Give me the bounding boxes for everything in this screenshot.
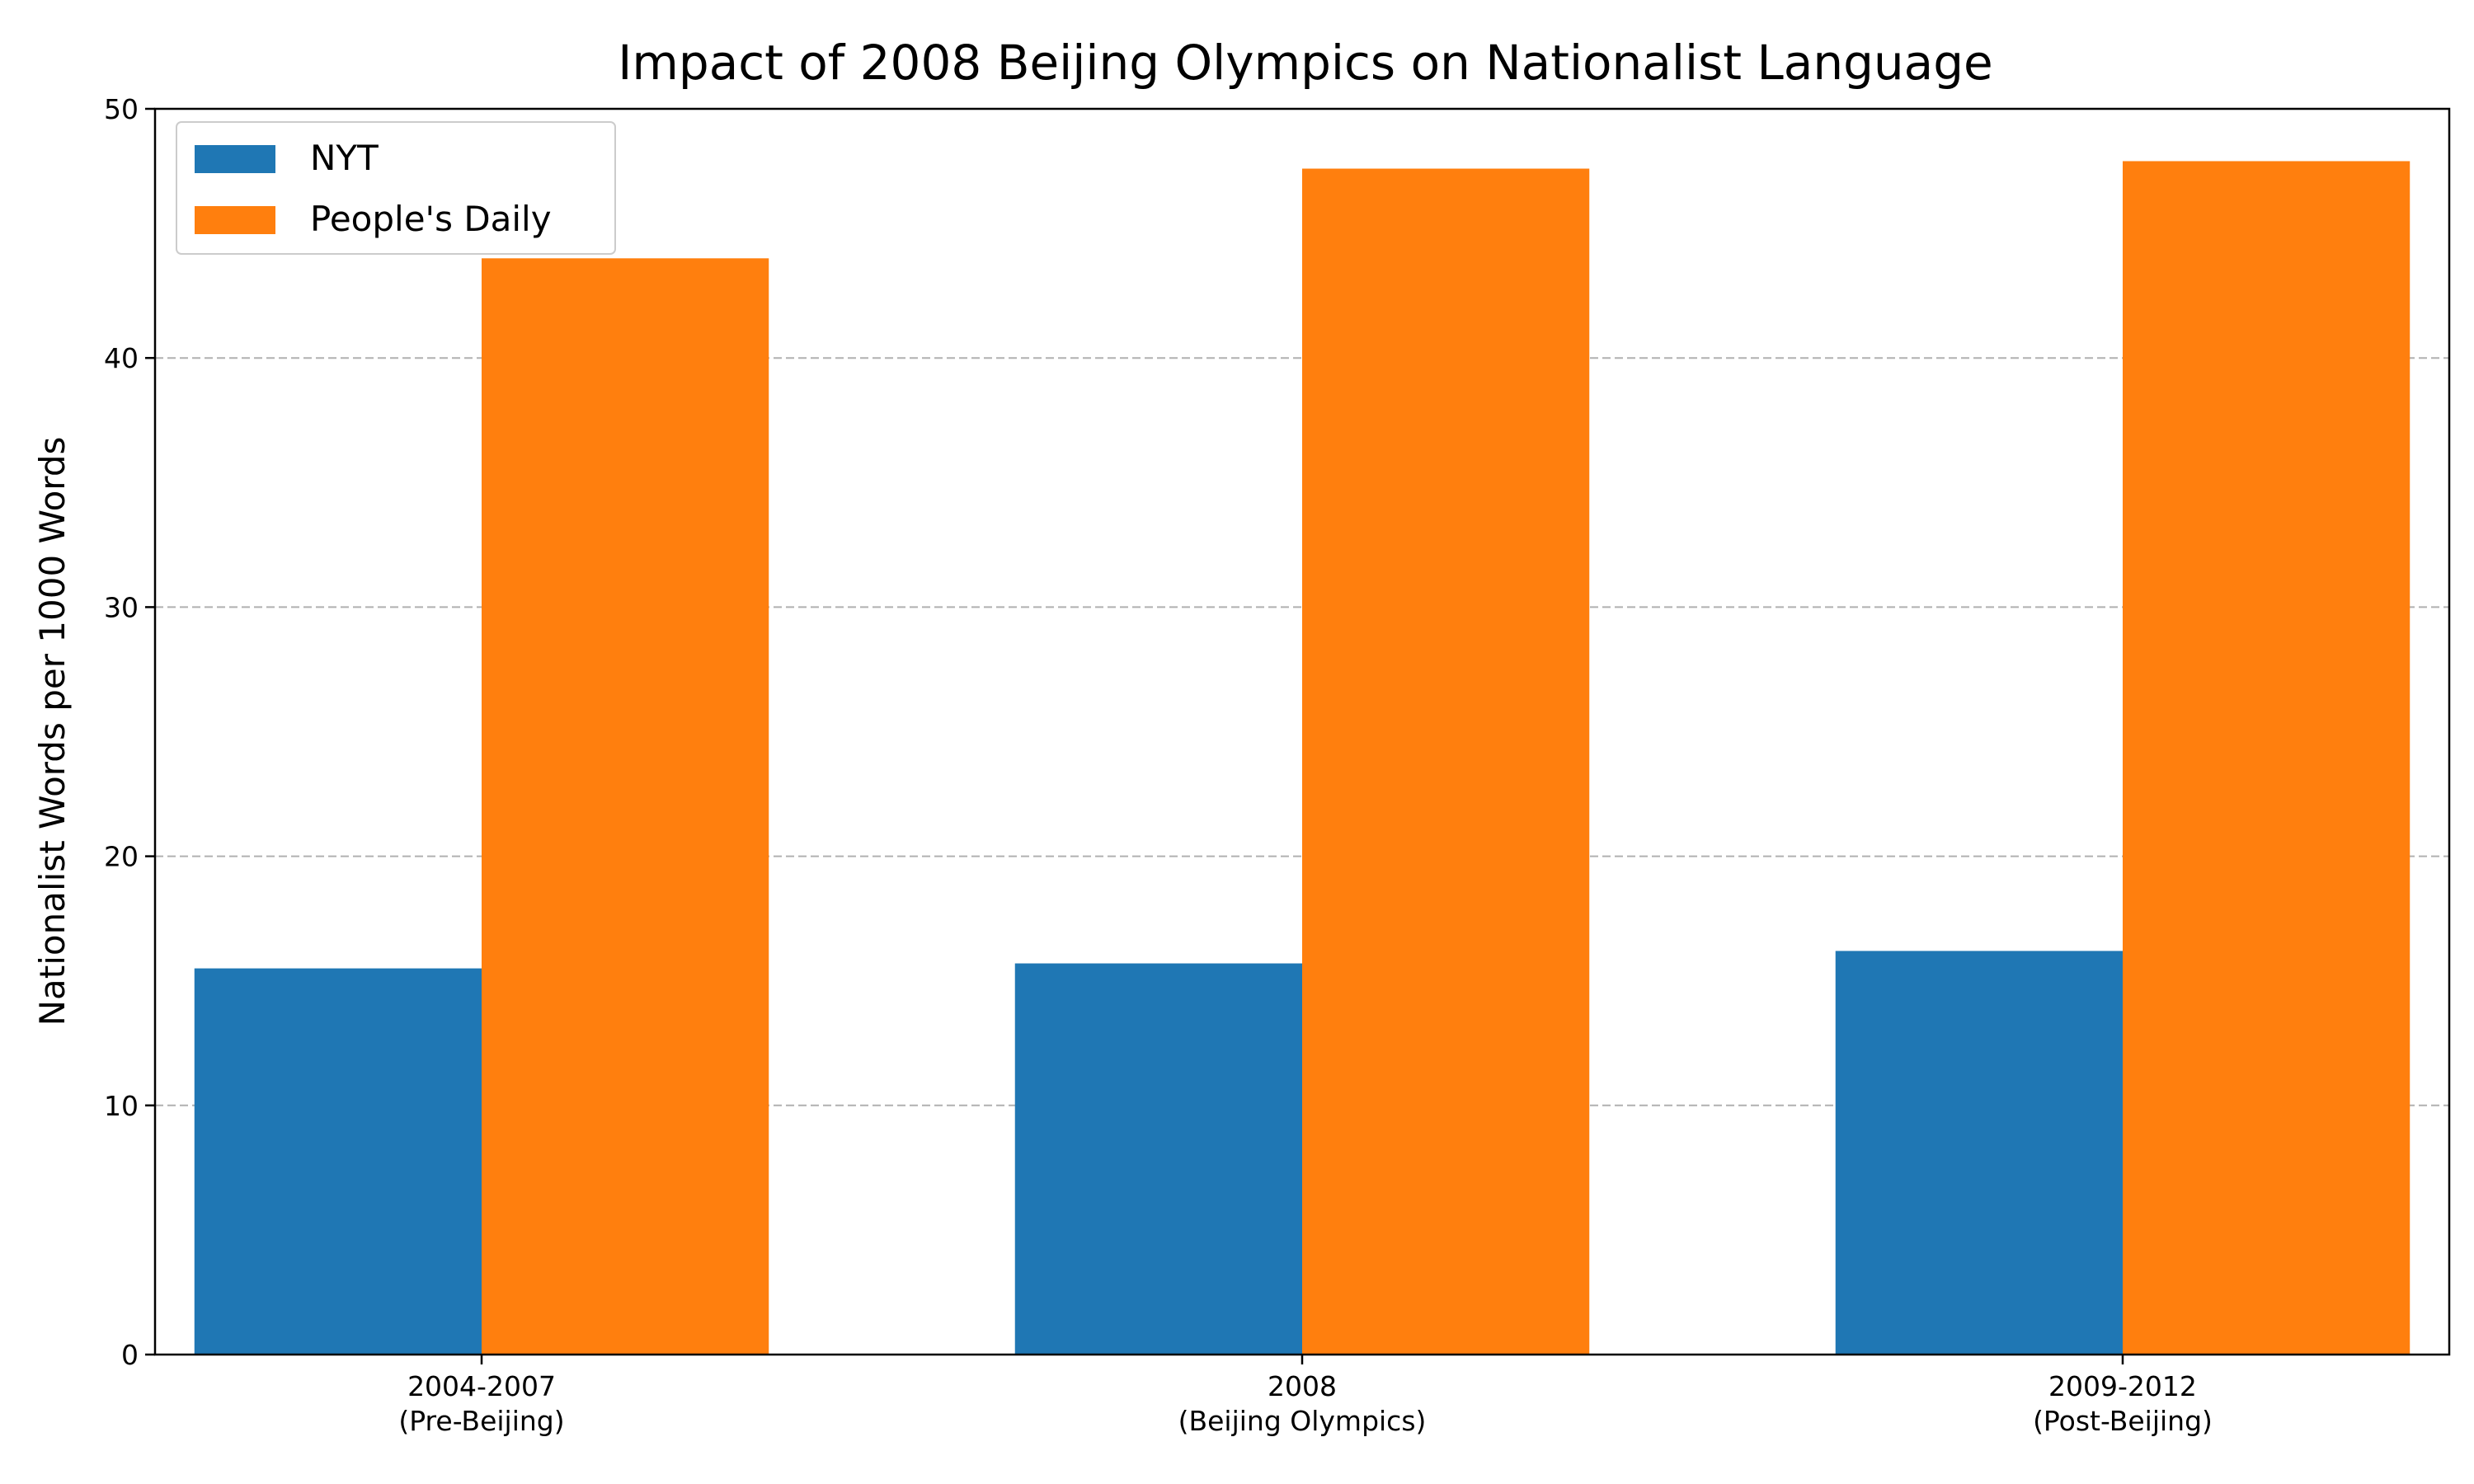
x-tick-label: (Pre-Beijing) (398, 1405, 564, 1437)
y-tick-label: 10 (104, 1090, 139, 1122)
x-tick-label: 2004-2007 (407, 1370, 556, 1402)
y-tick-label: 30 (104, 591, 139, 623)
chart-title: Impact of 2008 Beijing Olympics on Natio… (618, 35, 1992, 91)
x-tick-label: (Post-Beijing) (2033, 1405, 2213, 1437)
bar-nyt (1835, 951, 2123, 1355)
y-axis-label: Nationalist Words per 1000 Words (32, 437, 73, 1026)
legend-box (176, 121, 616, 255)
y-tick-label: 0 (121, 1339, 139, 1371)
bar-nyt (1014, 963, 1302, 1355)
y-tick-label: 50 (104, 93, 139, 125)
x-tick-label: 2009-2012 (2048, 1370, 2197, 1402)
legend-label: NYT (310, 138, 379, 178)
legend-swatch (195, 145, 275, 173)
bars (194, 161, 2411, 1355)
x-tick-label: (Beijing Olympics) (1178, 1405, 1427, 1437)
y-tick-label: 40 (104, 342, 139, 374)
legend-swatch (195, 206, 275, 234)
x-axis: 2004-2007(Pre-Beijing) 2008(Beijing Olymp… (398, 1355, 2213, 1437)
y-tick-label: 20 (104, 841, 139, 873)
bar-people-s-daily (1302, 168, 1590, 1355)
legend-label: People's Daily (310, 199, 552, 239)
legend: NYT People's Daily (176, 121, 616, 255)
bar-people-s-daily (482, 258, 769, 1355)
bar-nyt (194, 968, 482, 1355)
x-tick-label: 2008 (1268, 1370, 1337, 1402)
bar-people-s-daily (2122, 161, 2411, 1355)
y-axis: 0 10 20 30 40 50 (104, 93, 155, 1371)
